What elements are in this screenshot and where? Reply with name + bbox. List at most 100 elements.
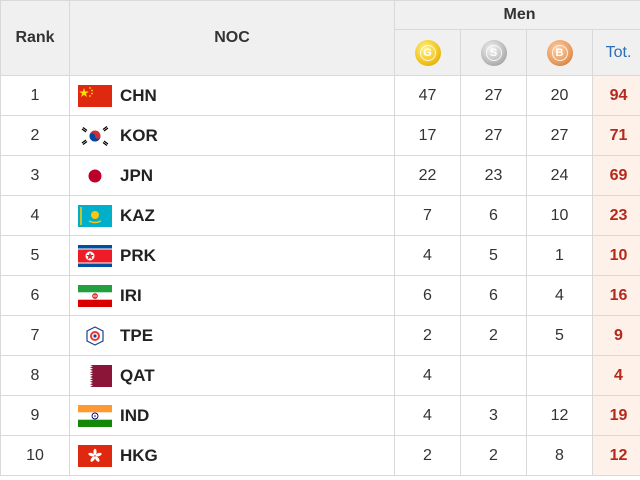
noc-cell[interactable]: CHN [69, 75, 395, 116]
noc-code[interactable]: PRK [120, 245, 156, 265]
total-count: 69 [592, 155, 640, 196]
table-row[interactable]: 10 HKG 2 2 8 12 [0, 435, 640, 476]
table-row[interactable]: 3 JPN 22 23 24 69 [0, 155, 640, 196]
noc-header[interactable]: NOC [69, 0, 395, 76]
bronze-count: 1 [526, 235, 593, 276]
table-row[interactable]: 4 KAZ 7 6 10 23 [0, 195, 640, 236]
noc-code[interactable]: CHN [120, 85, 157, 105]
silver-count: 27 [460, 75, 527, 116]
table-row[interactable]: 1 CHN 47 27 20 94 [0, 75, 640, 116]
noc-cell[interactable]: KOR [69, 115, 395, 156]
silver-count: 27 [460, 115, 527, 156]
iran-flag-icon [78, 284, 112, 307]
noc-cell[interactable]: IND [69, 395, 395, 436]
japan-flag-icon [78, 164, 112, 187]
india-flag-icon [78, 404, 112, 427]
qatar-flag-icon [78, 364, 112, 387]
total-count: 10 [592, 235, 640, 276]
bronze-count: 4 [526, 275, 593, 316]
noc-code[interactable]: IRI [120, 285, 142, 305]
gold-count: 17 [394, 115, 461, 156]
gold-count: 47 [394, 75, 461, 116]
noc-code[interactable]: TPE [120, 325, 154, 345]
silver-count: 2 [460, 315, 527, 356]
silver-count: 6 [460, 195, 527, 236]
chinese-taipei-flag-icon [78, 324, 112, 347]
hong-kong-flag-icon [78, 444, 112, 467]
table-row[interactable]: 6 IRI 6 6 4 16 [0, 275, 640, 316]
bronze-count: 5 [526, 315, 593, 356]
noc-code[interactable]: QAT [120, 365, 155, 385]
table-row[interactable]: 9 IND 4 3 12 19 [0, 395, 640, 436]
silver-count: 2 [460, 435, 527, 476]
table-row[interactable]: 8 QAT 4 4 [0, 355, 640, 396]
noc-cell[interactable]: TPE [69, 315, 395, 356]
rank-cell: 9 [0, 395, 70, 436]
gold-count: 2 [394, 315, 461, 356]
rank-header[interactable]: Rank [0, 0, 70, 76]
noc-code[interactable]: KAZ [120, 205, 155, 225]
china-flag-icon [78, 84, 112, 107]
total-count: 71 [592, 115, 640, 156]
table-row[interactable]: 5 PRK 4 5 1 10 [0, 235, 640, 276]
total-count: 19 [592, 395, 640, 436]
silver-header[interactable]: S [460, 29, 527, 76]
silver-medal-icon: S [480, 39, 507, 66]
rank-cell: 8 [0, 355, 70, 396]
rank-cell: 3 [0, 155, 70, 196]
kazakhstan-flag-icon [78, 204, 112, 227]
bronze-count: 27 [526, 115, 593, 156]
rank-cell: 7 [0, 315, 70, 356]
rank-cell: 5 [0, 235, 70, 276]
gold-header[interactable]: G [394, 29, 461, 76]
silver-count [460, 355, 527, 396]
noc-cell[interactable]: QAT [69, 355, 395, 396]
total-header[interactable]: Tot. [592, 29, 640, 76]
rank-cell: 6 [0, 275, 70, 316]
north-korea-flag-icon [78, 244, 112, 267]
gold-medal-icon: G [414, 39, 441, 66]
rank-cell: 1 [0, 75, 70, 116]
gold-count: 4 [394, 395, 461, 436]
bronze-count: 20 [526, 75, 593, 116]
table-row[interactable]: 2 KOR 17 27 27 71 [0, 115, 640, 156]
silver-count: 3 [460, 395, 527, 436]
total-count: 9 [592, 315, 640, 356]
noc-code[interactable]: IND [120, 405, 150, 425]
silver-count: 5 [460, 235, 527, 276]
noc-cell[interactable]: IRI [69, 275, 395, 316]
rank-cell: 10 [0, 435, 70, 476]
noc-code[interactable]: KOR [120, 125, 158, 145]
bronze-header[interactable]: B [526, 29, 593, 76]
noc-code[interactable]: HKG [120, 445, 158, 465]
total-count: 12 [592, 435, 640, 476]
total-count: 4 [592, 355, 640, 396]
bronze-count: 8 [526, 435, 593, 476]
table-row[interactable]: 7 TPE 2 2 5 9 [0, 315, 640, 356]
total-count: 23 [592, 195, 640, 236]
bronze-count: 10 [526, 195, 593, 236]
silver-count: 6 [460, 275, 527, 316]
total-count: 94 [592, 75, 640, 116]
rank-cell: 2 [0, 115, 70, 156]
gold-count: 7 [394, 195, 461, 236]
silver-count: 23 [460, 155, 527, 196]
noc-cell[interactable]: JPN [69, 155, 395, 196]
noc-cell[interactable]: HKG [69, 435, 395, 476]
noc-code[interactable]: JPN [120, 165, 154, 185]
bronze-medal-icon: B [546, 39, 573, 66]
gold-count: 22 [394, 155, 461, 196]
noc-cell[interactable]: KAZ [69, 195, 395, 236]
total-count: 16 [592, 275, 640, 316]
gold-count: 6 [394, 275, 461, 316]
bronze-count [526, 355, 593, 396]
gold-count: 4 [394, 355, 461, 396]
gold-count: 4 [394, 235, 461, 276]
gold-count: 2 [394, 435, 461, 476]
noc-cell[interactable]: PRK [69, 235, 395, 276]
bronze-count: 12 [526, 395, 593, 436]
men-group-header: Men [394, 0, 640, 30]
south-korea-flag-icon [78, 124, 112, 147]
bronze-count: 24 [526, 155, 593, 196]
